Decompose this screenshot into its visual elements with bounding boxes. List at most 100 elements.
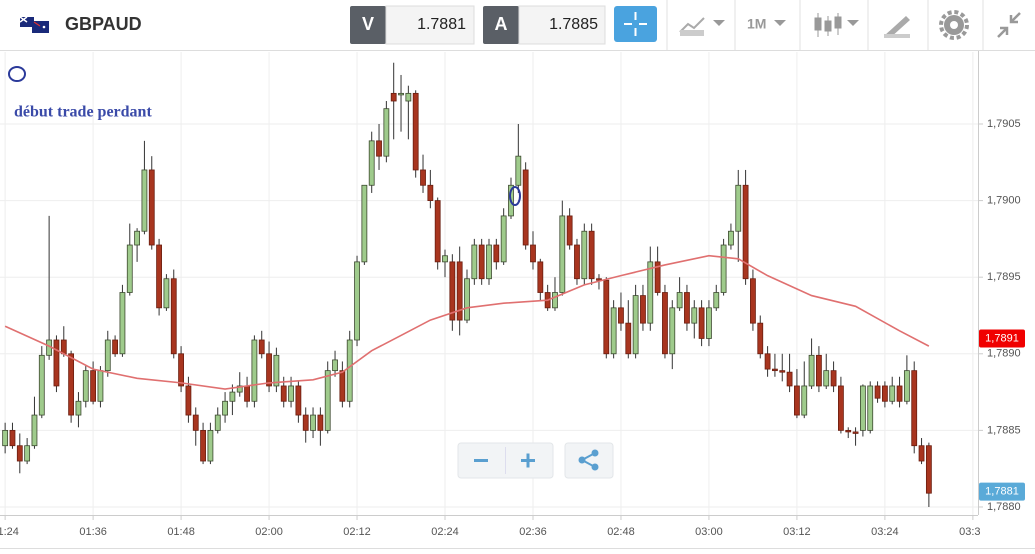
x-tick-label: 03:36 bbox=[959, 526, 987, 538]
ask-button[interactable] bbox=[483, 6, 519, 44]
candle-body bbox=[324, 370, 331, 431]
candle-body bbox=[772, 368, 778, 372]
draw-tools-button[interactable] bbox=[884, 16, 910, 38]
candle-body bbox=[170, 278, 177, 355]
collapse-button[interactable] bbox=[997, 12, 1021, 38]
candle-body bbox=[405, 92, 412, 102]
zoom-controls bbox=[457, 442, 614, 479]
candle-body bbox=[838, 385, 844, 431]
x-axis: 01:24 01:36 01:48 02:00 02:12 02:24 02:36 02:48… bbox=[0, 515, 987, 538]
x-tick-label: 01:48 bbox=[167, 526, 195, 538]
candle-body bbox=[310, 414, 316, 431]
candle-body bbox=[794, 385, 800, 416]
y-tick-label: 1,7890 bbox=[987, 348, 1021, 360]
candle-body bbox=[662, 292, 668, 355]
x-tick-label: 03:00 bbox=[695, 526, 723, 538]
candle-body bbox=[874, 385, 881, 399]
bid-button[interactable] bbox=[350, 6, 386, 44]
candle-body bbox=[918, 445, 925, 462]
candle-body bbox=[581, 230, 588, 280]
share-button[interactable] bbox=[564, 442, 614, 479]
candle-body bbox=[266, 353, 272, 387]
zoom-in-button[interactable] bbox=[521, 453, 535, 468]
annotation-text: début trade perdant bbox=[14, 104, 152, 121]
candle-body bbox=[823, 370, 830, 387]
candle-body bbox=[53, 339, 60, 387]
price-label-box bbox=[979, 329, 1025, 348]
candle-body bbox=[647, 261, 654, 324]
ask-box[interactable] bbox=[518, 5, 606, 45]
y-tick-label: 1,7900 bbox=[987, 194, 1021, 206]
crosshair-button[interactable] bbox=[614, 6, 657, 42]
candle-body bbox=[574, 244, 580, 280]
y-tick-label: 1,7905 bbox=[987, 118, 1021, 130]
candle-body bbox=[280, 385, 287, 402]
y-axis: 1,7880 1,7885 1,7890 1,7895 1,7900 1,7905 1,78… bbox=[978, 118, 1025, 513]
candle-body bbox=[97, 370, 104, 402]
x-tick-label: 02:48 bbox=[607, 526, 635, 538]
candle-body bbox=[251, 339, 258, 402]
candle-body bbox=[859, 385, 866, 431]
candle-body bbox=[596, 278, 602, 281]
candle-body bbox=[896, 385, 903, 402]
candle-body bbox=[830, 370, 837, 387]
candle-body bbox=[442, 255, 448, 263]
candle-body bbox=[911, 370, 918, 447]
x-tick-label: 02:12 bbox=[343, 526, 371, 538]
candle-body bbox=[845, 429, 852, 433]
candle-body bbox=[559, 215, 566, 293]
candle-body bbox=[104, 339, 111, 372]
bid-box[interactable] bbox=[385, 5, 475, 45]
candle-body bbox=[764, 353, 771, 370]
timeframe: 1M bbox=[747, 16, 766, 32]
candle-body bbox=[588, 230, 595, 280]
symbol: GBPAUD bbox=[65, 14, 142, 34]
candle-body bbox=[500, 215, 507, 263]
candle-body bbox=[735, 184, 742, 232]
settings-button[interactable] bbox=[939, 10, 969, 40]
candle-body bbox=[515, 155, 522, 186]
candle-body bbox=[801, 385, 808, 416]
plot-area bbox=[0, 52, 978, 515]
candle-body bbox=[522, 169, 529, 246]
candle-type-button[interactable] bbox=[814, 13, 859, 37]
candle-body bbox=[361, 184, 368, 263]
candle-body bbox=[852, 431, 859, 434]
candle-body bbox=[867, 385, 874, 431]
candle-body bbox=[288, 385, 294, 402]
candle-body bbox=[625, 322, 632, 355]
candle-body bbox=[141, 169, 148, 232]
candle-body bbox=[82, 370, 89, 402]
candle-body bbox=[552, 292, 558, 309]
y-tick-label: 1,7880 bbox=[987, 501, 1021, 513]
candle-body bbox=[383, 108, 390, 157]
candle-body bbox=[24, 445, 31, 462]
candle-body bbox=[706, 307, 712, 339]
price-label: 1,7881 bbox=[985, 486, 1019, 498]
ask-label: A bbox=[495, 14, 508, 34]
candle-body bbox=[698, 307, 705, 339]
candle-body bbox=[684, 292, 690, 324]
candle-body bbox=[398, 92, 404, 96]
candle-body bbox=[654, 261, 661, 293]
candle-body bbox=[16, 445, 23, 462]
candle-body bbox=[112, 339, 119, 355]
timeframe-button[interactable]: 1M bbox=[747, 16, 786, 32]
chart-type-button[interactable] bbox=[679, 17, 725, 36]
candle-body bbox=[390, 92, 397, 102]
y-tick-label: 1,7895 bbox=[987, 271, 1021, 283]
candle-body bbox=[691, 307, 698, 324]
bid-price: 1.7881 bbox=[417, 16, 466, 33]
candle-body bbox=[816, 354, 822, 387]
x-tick-label: 01:24 bbox=[0, 526, 19, 538]
candle-body bbox=[339, 370, 346, 402]
candle-body bbox=[236, 385, 243, 393]
candle-body bbox=[471, 244, 478, 280]
candle-body bbox=[434, 200, 441, 263]
candle-body bbox=[779, 370, 786, 373]
candle-body bbox=[273, 354, 280, 387]
candle-body bbox=[925, 445, 932, 494]
candle-body bbox=[229, 391, 236, 402]
candle-body bbox=[618, 307, 624, 324]
candle-body bbox=[214, 414, 221, 431]
